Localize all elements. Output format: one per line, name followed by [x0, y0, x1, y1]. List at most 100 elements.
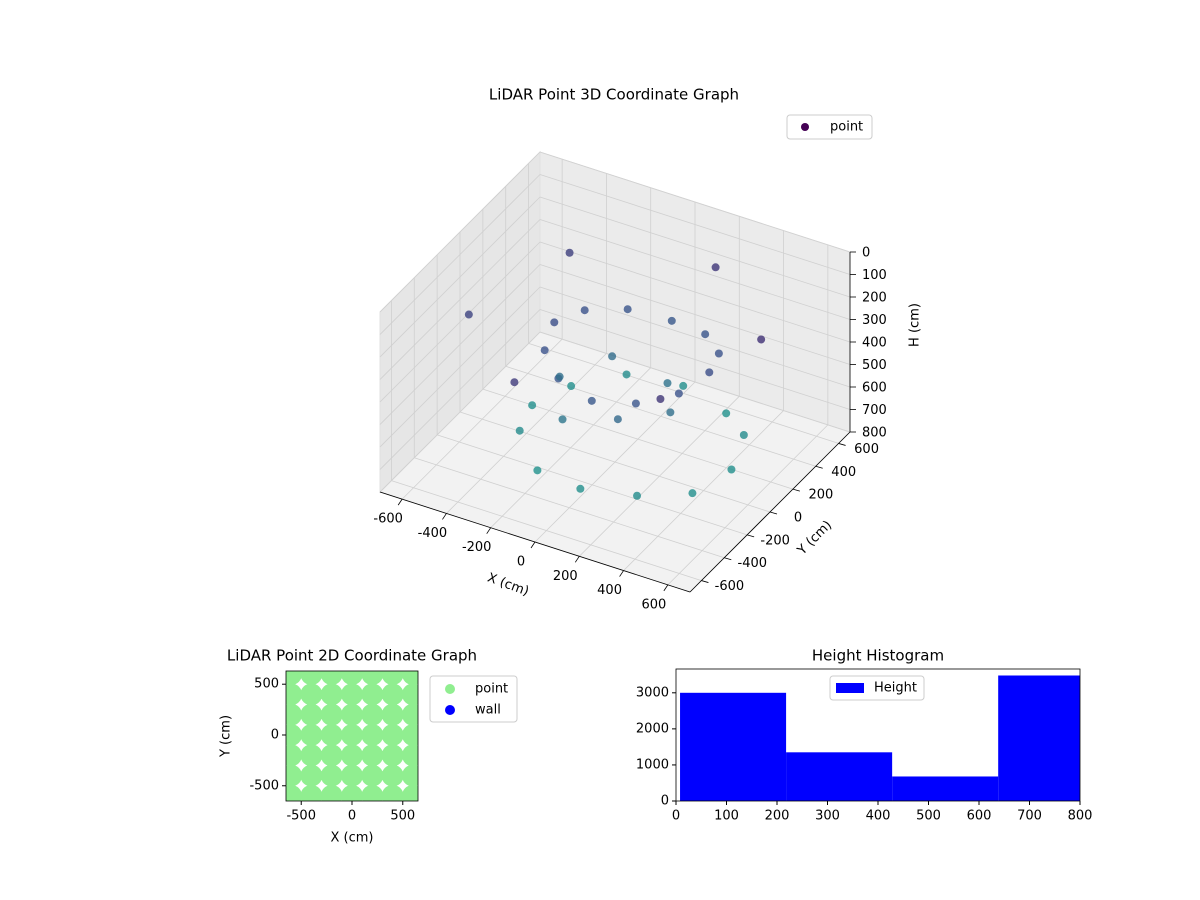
point — [576, 484, 585, 493]
point — [558, 415, 567, 424]
point — [320, 703, 343, 726]
point — [286, 723, 303, 746]
x-tick-label: 500 — [916, 809, 941, 824]
point — [341, 671, 363, 686]
x-axis-label: X (cm) — [331, 831, 374, 846]
y-tick-label: -500 — [249, 778, 279, 793]
y-tick-label: 3000 — [636, 685, 669, 700]
point — [567, 382, 576, 391]
y-axis-label: Y (cm) — [219, 715, 234, 758]
x-tick-label: 0 — [348, 809, 356, 824]
point — [286, 683, 303, 706]
legend-label: point — [830, 120, 863, 135]
chart-title: LiDAR Point 3D Coordinate Graph — [489, 86, 739, 104]
y-tick-label: 600 — [854, 442, 879, 457]
y-tick-label: 400 — [831, 465, 856, 480]
legend-label: Height — [874, 681, 917, 696]
point — [540, 346, 549, 355]
grid-line — [539, 219, 851, 320]
grid-line — [539, 151, 851, 253]
x-tick-label: 600 — [641, 597, 666, 612]
grid-line — [539, 331, 851, 433]
point — [320, 744, 343, 767]
point — [401, 744, 418, 767]
point — [705, 368, 714, 377]
point — [381, 744, 404, 767]
grid-line — [539, 241, 851, 343]
point — [714, 349, 723, 358]
point — [711, 263, 720, 272]
z-axis-label: H (cm) — [908, 303, 923, 347]
grid-line — [528, 343, 839, 444]
legend-marker — [445, 705, 455, 715]
y-tick-label: 500 — [254, 677, 279, 692]
point — [381, 703, 404, 726]
point — [286, 764, 303, 787]
tick-mark — [769, 511, 778, 515]
point — [381, 784, 404, 801]
plot-area — [680, 675, 1080, 801]
legend-label: wall — [475, 703, 501, 718]
point — [381, 723, 404, 746]
grid-line — [539, 309, 851, 410]
z-tick-label: 0 — [862, 246, 870, 261]
tick-mark — [838, 443, 846, 446]
point — [381, 764, 404, 787]
point — [381, 671, 404, 686]
point — [587, 396, 596, 405]
y-tick-label: -200 — [760, 533, 790, 548]
x-tick-label: -400 — [418, 526, 448, 541]
grid-line — [505, 365, 816, 467]
y-tick-label: 0 — [271, 727, 279, 742]
point — [320, 671, 343, 686]
y-tick-label: 2000 — [636, 721, 669, 736]
z-tick-label: 600 — [862, 381, 887, 396]
grid-line — [539, 174, 851, 275]
x-tick-label: 200 — [765, 809, 790, 824]
grid-line — [539, 286, 851, 388]
z-tick-label: 200 — [862, 291, 887, 306]
point — [361, 703, 384, 726]
point — [401, 671, 418, 686]
x-tick-label: 300 — [815, 809, 840, 824]
point — [739, 431, 748, 439]
point — [341, 683, 363, 706]
grid-line — [437, 434, 748, 536]
bar — [892, 776, 999, 801]
z-tick-label: 700 — [862, 403, 887, 418]
tick-mark — [486, 527, 492, 534]
x-tick-label: 100 — [714, 809, 739, 824]
point — [565, 248, 574, 257]
z-tick-label: 800 — [862, 426, 887, 441]
legend-label: point — [475, 682, 508, 697]
x-tick-label: 700 — [1017, 809, 1042, 824]
point — [361, 671, 384, 686]
tick-mark — [574, 556, 580, 563]
grid-line — [539, 264, 851, 365]
point — [341, 764, 363, 787]
plot-area — [286, 671, 418, 801]
y-tick-label: 1000 — [636, 757, 669, 772]
point — [580, 306, 589, 315]
grid-line — [379, 309, 541, 470]
point — [613, 415, 622, 424]
point — [300, 723, 323, 746]
point — [300, 764, 323, 787]
x-tick-label: -200 — [462, 540, 492, 555]
point — [623, 305, 632, 314]
point — [300, 671, 323, 686]
point — [320, 764, 343, 787]
point — [401, 683, 418, 706]
point — [722, 409, 731, 418]
legend-marker — [836, 683, 864, 693]
grid-line — [539, 196, 851, 298]
z-tick-label: 300 — [862, 313, 887, 328]
point — [361, 764, 384, 787]
point — [679, 381, 688, 390]
x-tick-label: 200 — [553, 569, 578, 584]
point — [608, 352, 617, 361]
z-tick-label: 400 — [862, 336, 887, 351]
y-tick-label: -600 — [715, 579, 745, 594]
point — [667, 316, 676, 325]
y-tick-label: 200 — [808, 488, 833, 503]
